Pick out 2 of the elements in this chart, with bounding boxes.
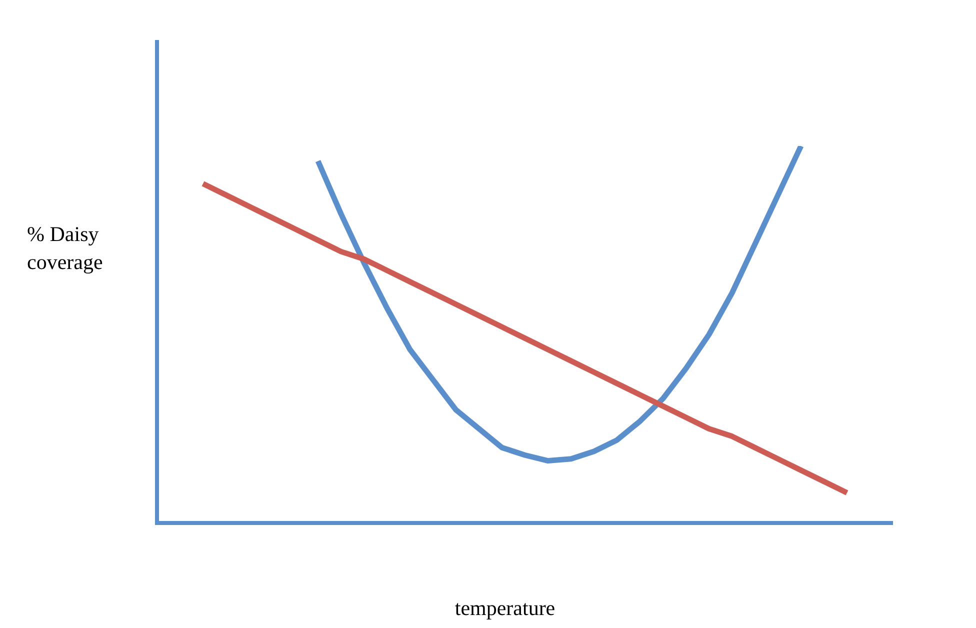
y-axis-title: % Daisy coverage (27, 221, 104, 276)
x-axis-title: temperature (454, 596, 556, 621)
